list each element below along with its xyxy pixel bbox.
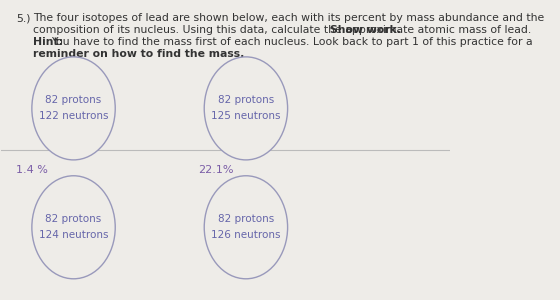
Text: 82 protons: 82 protons <box>45 95 102 106</box>
Ellipse shape <box>32 57 115 160</box>
Text: The four isotopes of lead are shown below, each with its percent by mass abundan: The four isotopes of lead are shown belo… <box>34 13 545 23</box>
Text: 82 protons: 82 protons <box>45 214 102 224</box>
Text: 82 protons: 82 protons <box>218 214 274 224</box>
Text: You have to find the mass first of each nucleus. Look back to part 1 of this pra: You have to find the mass first of each … <box>51 37 533 47</box>
Text: Show work.: Show work. <box>330 25 401 35</box>
Text: 1.4 %: 1.4 % <box>16 165 48 175</box>
Text: Hint:: Hint: <box>34 37 67 47</box>
Text: 5.): 5.) <box>16 13 30 23</box>
Text: 124 neutrons: 124 neutrons <box>39 230 108 240</box>
Text: 82 protons: 82 protons <box>218 95 274 106</box>
Text: 22.1%: 22.1% <box>198 165 234 175</box>
Text: composition of its nucleus. Using this data, calculate the approximate atomic ma: composition of its nucleus. Using this d… <box>34 25 535 35</box>
Ellipse shape <box>204 176 288 279</box>
Text: 122 neutrons: 122 neutrons <box>39 111 108 121</box>
Text: 125 neutrons: 125 neutrons <box>211 111 281 121</box>
Text: 126 neutrons: 126 neutrons <box>211 230 281 240</box>
Text: reminder on how to find the mass.: reminder on how to find the mass. <box>34 49 245 59</box>
Ellipse shape <box>204 57 288 160</box>
Ellipse shape <box>32 176 115 279</box>
